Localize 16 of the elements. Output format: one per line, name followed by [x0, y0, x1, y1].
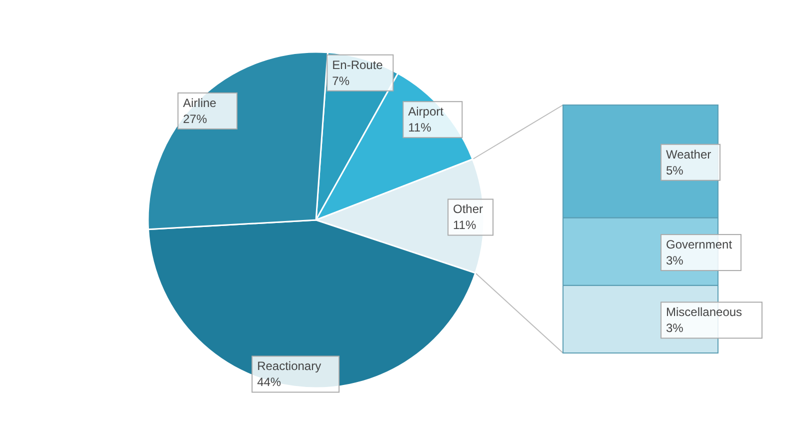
series-label: Government: [666, 238, 733, 252]
series-label: Miscellaneous: [666, 305, 742, 320]
data-label: 7%: [332, 74, 350, 88]
data-label: 3%: [666, 321, 684, 336]
slice-label: En-Route: [332, 58, 384, 72]
slice-label: Other: [453, 202, 484, 216]
data-label: 11%: [453, 218, 476, 232]
slice-label: Reactionary: [257, 359, 322, 374]
data-label: 44%: [257, 375, 282, 390]
data-label: 5%: [666, 163, 684, 178]
slice-label: Airline: [182, 96, 217, 110]
slice-label: Airport: [408, 104, 444, 119]
data-label: 27%: [182, 112, 208, 126]
data-label: 3%: [666, 254, 684, 268]
data-label: 11%: [408, 120, 432, 135]
series-label: Weather: [666, 147, 712, 162]
